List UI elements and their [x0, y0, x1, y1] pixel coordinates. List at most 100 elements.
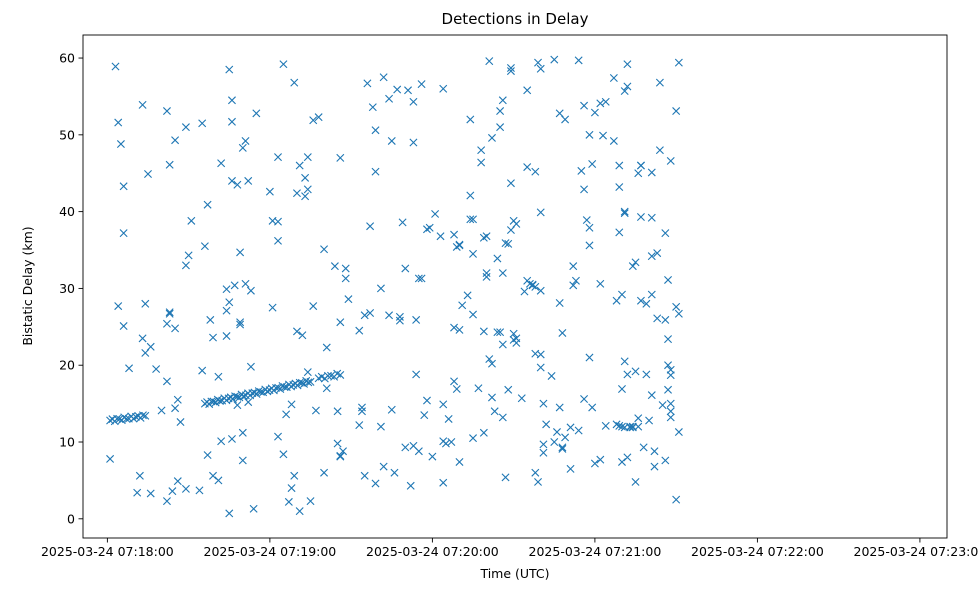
data-point	[363, 79, 372, 88]
data-point	[509, 329, 518, 338]
data-point	[404, 86, 413, 95]
data-point	[412, 370, 421, 379]
data-point	[306, 497, 315, 506]
x-axis-ticks: 2025-03-24 07:18:00 2025-03-24 07:19:00 20…	[41, 538, 979, 559]
data-point	[585, 223, 594, 232]
data-point	[265, 187, 274, 196]
data-point	[246, 286, 255, 295]
data-point	[162, 497, 171, 506]
data-point	[645, 416, 654, 425]
data-point	[493, 254, 502, 263]
data-point	[198, 366, 207, 375]
data-point	[501, 239, 510, 248]
data-point	[661, 229, 670, 238]
data-point	[314, 113, 323, 122]
data-point	[574, 426, 583, 435]
data-point	[309, 302, 318, 311]
data-point	[203, 451, 212, 460]
data-point	[398, 218, 407, 227]
data-point	[336, 153, 345, 162]
data-point	[455, 241, 464, 250]
data-point	[552, 428, 561, 437]
x-tick-label: 2025-03-24 07:20:00	[366, 544, 499, 559]
data-point	[447, 438, 456, 446]
data-point	[666, 156, 675, 165]
data-point	[469, 434, 478, 443]
data-point	[206, 315, 215, 324]
data-point	[569, 281, 578, 290]
data-point	[439, 84, 448, 93]
data-point	[493, 328, 502, 337]
data-point	[241, 136, 250, 145]
data-point	[227, 176, 236, 185]
data-point	[303, 185, 312, 194]
data-point	[585, 130, 594, 139]
data-point	[664, 335, 673, 344]
data-point	[647, 290, 656, 299]
y-axis-ticks: 0 10 20 30 40 50 60	[59, 51, 83, 526]
data-point	[512, 219, 521, 228]
data-point	[366, 222, 375, 231]
data-point	[634, 414, 643, 423]
data-point	[642, 370, 651, 379]
data-point	[274, 383, 283, 392]
data-point	[650, 462, 659, 471]
data-point	[146, 489, 155, 498]
data-point	[330, 262, 339, 271]
data-point	[414, 447, 423, 456]
data-point	[647, 213, 656, 222]
data-point	[395, 316, 404, 325]
data-point	[376, 284, 385, 293]
data-point	[301, 192, 310, 201]
data-point	[585, 353, 594, 362]
data-point	[534, 477, 543, 486]
data-point	[290, 78, 299, 87]
data-point	[417, 80, 426, 89]
data-point	[215, 396, 224, 405]
data-point	[436, 232, 445, 241]
data-point	[157, 406, 166, 415]
y-tick-label: 20	[59, 358, 75, 373]
data-point	[195, 486, 204, 495]
x-axis-label: Time (UTC)	[479, 566, 549, 581]
data-point	[555, 299, 564, 307]
data-point	[390, 468, 399, 477]
data-point	[366, 309, 375, 317]
data-point	[536, 286, 545, 295]
data-point	[113, 414, 122, 423]
data-point	[623, 453, 632, 462]
data-point	[474, 384, 483, 393]
data-point	[138, 411, 147, 420]
data-point	[227, 434, 236, 443]
data-point	[482, 232, 491, 241]
data-point	[517, 394, 526, 403]
data-point	[512, 338, 521, 347]
data-point	[615, 228, 624, 237]
data-point	[227, 96, 236, 105]
data-point	[309, 116, 318, 125]
x-tick-label: 2025-03-24 07:23:00	[854, 544, 979, 559]
data-point	[539, 448, 548, 457]
data-point	[320, 245, 329, 254]
data-point	[209, 333, 217, 342]
data-point	[422, 396, 431, 405]
data-point	[617, 422, 626, 431]
data-point	[450, 230, 459, 239]
data-point	[303, 368, 312, 377]
data-point	[664, 361, 673, 370]
data-point	[360, 311, 369, 320]
data-point	[395, 312, 404, 321]
data-point	[539, 399, 548, 408]
data-point	[162, 377, 171, 386]
data-point	[588, 403, 597, 412]
data-point	[498, 269, 507, 278]
data-point	[236, 248, 245, 257]
data-point	[165, 160, 174, 169]
data-point	[162, 319, 171, 328]
data-point	[238, 428, 247, 437]
data-point	[477, 146, 486, 155]
data-point	[469, 310, 478, 319]
data-point	[653, 249, 662, 258]
data-point	[339, 447, 348, 456]
data-point	[282, 410, 291, 419]
